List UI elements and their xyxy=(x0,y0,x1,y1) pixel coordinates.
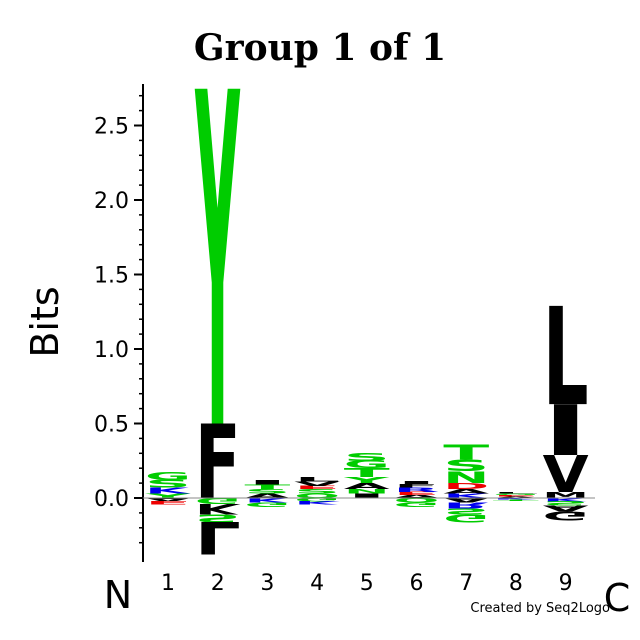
credit-text: Created by Seq2Logo xyxy=(470,601,610,616)
y-axis-label: Bits xyxy=(23,286,67,357)
logo-letter-y: Y xyxy=(343,476,391,486)
logo-letter-i: I xyxy=(543,390,589,471)
logo-letter-v: V xyxy=(294,480,340,487)
logo-letter-g: G xyxy=(244,501,290,508)
logo-letter-s: S xyxy=(145,478,191,490)
logo-letter-s: S xyxy=(543,499,589,506)
logo-letter-l: L xyxy=(493,492,539,494)
logo-letter-k: K xyxy=(443,492,489,499)
logo-letter-k: K xyxy=(244,496,290,503)
logo-letter-a: A xyxy=(493,496,540,498)
logo-letter-e: E xyxy=(394,491,440,496)
y-tick-label: 1.5 xyxy=(94,264,129,289)
logo-letter-s: S xyxy=(344,451,390,463)
logo-letter-f: F xyxy=(394,484,440,489)
logo-letter-d: D xyxy=(443,482,489,491)
logo-letter-g: G xyxy=(443,512,489,524)
logo-letter-y: Y xyxy=(144,493,190,500)
logo-letter-a: A xyxy=(244,492,290,499)
y-tick-label: 2.0 xyxy=(94,189,129,214)
logo-letter-q: Q xyxy=(294,492,340,499)
logo-letter-g: G xyxy=(344,459,390,471)
logo-letter-g: G xyxy=(493,493,539,495)
y-tick-label: 1.0 xyxy=(94,338,129,363)
logo-letter-g: G xyxy=(543,508,589,522)
logo-letter-n: N xyxy=(443,468,489,487)
logo-letter-t: T xyxy=(344,466,390,480)
logo-letter-t: T xyxy=(443,440,489,464)
logo-letter-k: K xyxy=(145,486,191,496)
x-tick-label: 1 xyxy=(161,571,175,596)
logo-letter-e: E xyxy=(145,500,191,505)
y-tick-label: 0.5 xyxy=(94,413,129,438)
y-axis: 0.0 0.5 1.0 1.5 2.0 2.5 xyxy=(94,84,144,562)
logo-letter-s: S xyxy=(443,456,489,475)
x-tick-label: 6 xyxy=(410,571,424,596)
logo-letter-i: I xyxy=(344,492,390,499)
y-tick-label: 0.0 xyxy=(94,487,129,512)
x-tick-label: 7 xyxy=(459,571,473,596)
chart-title: Group 1 of 1 xyxy=(194,27,446,69)
logo-letter-i: I xyxy=(394,481,440,486)
logo-letter-f: F xyxy=(195,405,241,523)
x-tick-label: 3 xyxy=(260,571,274,596)
x-tick-label: 5 xyxy=(360,571,374,596)
logo-letter-k: K xyxy=(543,497,590,502)
logo-letter-a: A xyxy=(344,482,390,491)
logo-letter-a: A xyxy=(443,488,489,495)
logo-letter-a: A xyxy=(145,497,192,502)
x-tick-label: 4 xyxy=(310,571,324,596)
logo-letter-g: G xyxy=(394,501,440,508)
logo-letter-q: Q xyxy=(394,496,440,503)
logo-letter-y: Y xyxy=(194,0,240,533)
logo-letter-l: L xyxy=(195,511,241,563)
logo-letter-e: E xyxy=(294,485,340,490)
logo-letter-k: K xyxy=(294,500,341,505)
x-tick-label: 2 xyxy=(211,571,225,596)
x-axis-labels: 1 2 3 4 5 6 7 8 9 xyxy=(161,571,573,596)
logo-letter-r: R xyxy=(394,487,440,494)
logo-letter-t: T xyxy=(493,499,540,501)
logo-letter-a: A xyxy=(394,494,441,499)
logo-letter-r: R xyxy=(443,500,489,510)
logo-letter-k: K xyxy=(195,501,242,518)
logo-letter-t: T xyxy=(244,484,290,491)
logo-letter-g: G xyxy=(195,496,241,505)
logo-letter-a: A xyxy=(543,503,589,512)
logo-letter-s: S xyxy=(195,512,241,524)
logo-letter-s: S xyxy=(294,488,340,495)
logo-letter-k: K xyxy=(493,497,540,499)
logo-letter-e: E xyxy=(493,495,539,497)
logo-letter-m: M xyxy=(543,490,589,500)
logo-letter-n: N xyxy=(344,488,390,495)
x-tick-label: 8 xyxy=(509,571,523,596)
logo-letter-s: S xyxy=(443,506,489,516)
logo-letter-a: A xyxy=(443,497,489,504)
y-tick-label: 2.5 xyxy=(94,115,129,140)
n-terminus-label: N xyxy=(104,573,132,617)
logo-letter-g: G xyxy=(294,497,340,502)
logo-letter-i: I xyxy=(244,479,290,486)
c-terminus-label: C xyxy=(604,576,631,620)
logo-letter-l: L xyxy=(543,281,589,437)
logo-letter-s: S xyxy=(244,488,290,495)
x-tick-label: 9 xyxy=(559,571,573,596)
logo-letter-v: V xyxy=(543,446,589,505)
logo-letter-l: L xyxy=(294,476,340,483)
logo-letter-g: G xyxy=(145,471,191,483)
